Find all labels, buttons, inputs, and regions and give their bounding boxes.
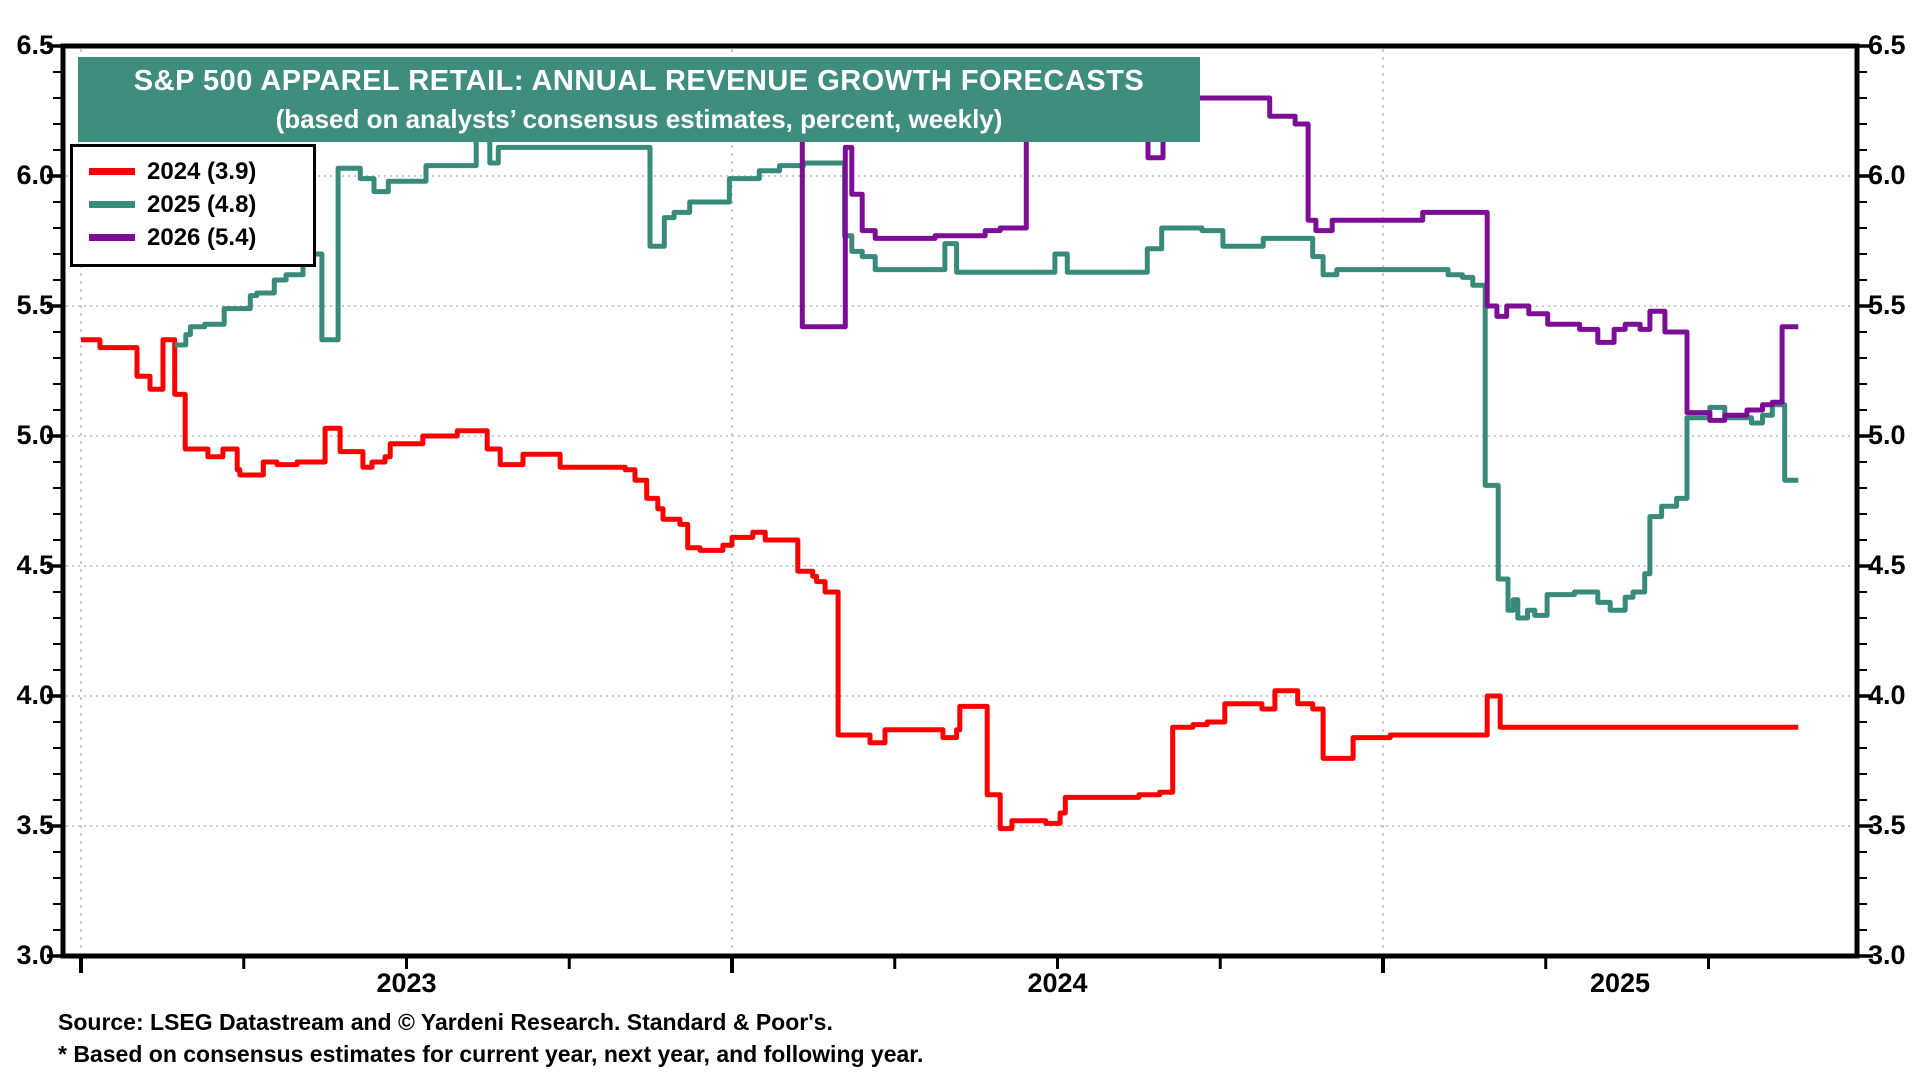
legend-item-2024: 2024 (3.9) xyxy=(73,155,313,188)
y-axis-label-left-3.0: 3.0 xyxy=(16,940,54,970)
legend: 2024 (3.9) 2025 (4.8) 2026 (5.4) xyxy=(70,144,316,267)
source-note: Source: LSEG Datastream and © Yardeni Re… xyxy=(58,1006,923,1070)
legend-label-2024: 2024 (3.9) xyxy=(147,157,257,185)
y-axis-label-right-6.5: 6.5 xyxy=(1868,30,1906,60)
y-axis-label-left-3.5: 3.5 xyxy=(16,810,54,840)
plot-frame xyxy=(60,43,1860,959)
y-axis-label-left-4.0: 4.0 xyxy=(16,680,54,710)
y-axis-label-right-6.0: 6.0 xyxy=(1868,160,1906,190)
series-line-2026 xyxy=(795,95,1799,423)
legend-item-2025: 2025 (4.8) xyxy=(73,188,313,221)
series-line-2024 xyxy=(81,337,1799,832)
y-axis-label-left-4.5: 4.5 xyxy=(16,550,54,580)
series-line-2025 xyxy=(174,137,1799,621)
y-axis-label-right-3.5: 3.5 xyxy=(1868,810,1906,840)
legend-swatch-2025 xyxy=(89,201,135,208)
footnote-line: * Based on consensus estimates for curre… xyxy=(58,1041,924,1068)
x-axis-label-2024: 2024 xyxy=(1027,968,1088,998)
y-axis-label-right-5.5: 5.5 xyxy=(1868,290,1906,320)
legend-label-2025: 2025 (4.8) xyxy=(147,190,257,218)
y-axis-label-right-4.5: 4.5 xyxy=(1868,550,1906,580)
chart-title-bar: S&P 500 APPAREL RETAIL: ANNUAL REVENUE G… xyxy=(78,57,1200,142)
source-line: Source: LSEG Datastream and © Yardeni Re… xyxy=(58,1009,833,1035)
x-axis-label-2025: 2025 xyxy=(1589,968,1651,998)
chart-title: S&P 500 APPAREL RETAIL: ANNUAL REVENUE G… xyxy=(133,65,1145,98)
y-axis-label-left-6.0: 6.0 xyxy=(16,160,54,190)
legend-item-2026: 2026 (5.4) xyxy=(73,221,313,254)
y-axis-label-right-4.0: 4.0 xyxy=(1868,680,1906,710)
legend-label-2026: 2026 (5.4) xyxy=(147,223,257,251)
chart-subtitle: (based on analysts’ consensus estimates,… xyxy=(275,103,1003,134)
x-axis-label-2023: 2023 xyxy=(376,968,437,998)
y-axis-label-right-3.0: 3.0 xyxy=(1868,940,1906,970)
y-axis-label-left-5.5: 5.5 xyxy=(16,290,54,320)
legend-swatch-2024 xyxy=(89,168,135,175)
y-axis-label-right-5.0: 5.0 xyxy=(1868,420,1906,450)
y-axis-label-left-5.0: 5.0 xyxy=(16,420,54,450)
legend-swatch-2026 xyxy=(89,234,135,241)
y-axis-label-left-6.5: 6.5 xyxy=(16,30,54,60)
